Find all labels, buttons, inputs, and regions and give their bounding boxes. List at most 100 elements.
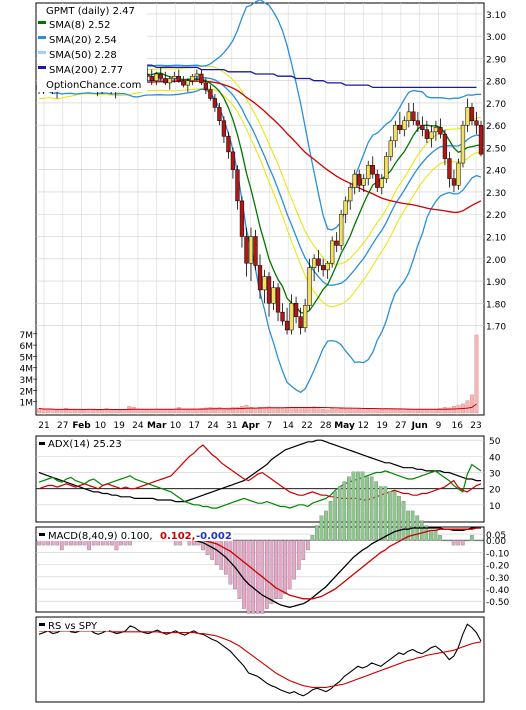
candle-body [298, 316, 303, 329]
volume-bar [379, 408, 384, 414]
volume-bar [59, 409, 64, 414]
candle-body [176, 75, 181, 81]
macd-histogram-bar [342, 481, 347, 541]
candle-body [194, 73, 200, 77]
lower-channel-line [39, 87, 482, 308]
volume-bar [226, 407, 231, 414]
volume-bar [64, 408, 69, 414]
volume-bar [199, 408, 204, 414]
macd-histogram-bar [388, 491, 392, 541]
volume-tick-label: 1M [20, 399, 34, 409]
legend-swatch-sma8 [38, 21, 46, 24]
candle-body [185, 80, 190, 86]
bollinger-lower-line [38, 88, 482, 394]
volume-bar [370, 409, 375, 414]
volume-tick-label: 6M [20, 342, 34, 352]
rs-panel [38, 623, 482, 697]
volume-bar [68, 409, 73, 414]
macd-tick-label: -0.30 [486, 574, 510, 584]
x-tick-label: 23 [470, 421, 481, 431]
volume-bar [208, 407, 213, 414]
volume-bar [411, 409, 416, 414]
price-tick-label: 2.30 [486, 189, 506, 199]
x-tick-label: 24 [207, 421, 219, 431]
volume-tick-label: 3M [20, 376, 34, 386]
x-tick-label: Mar [147, 421, 167, 431]
macd-title: MACD(8,40,9) 0.100, 0.102, -0.002 [37, 528, 233, 542]
candle-body [361, 178, 366, 186]
candle-body [284, 320, 290, 331]
candle-body [266, 276, 272, 304]
candle-body [415, 120, 421, 126]
macd-histogram-bar [337, 486, 342, 541]
macd-histogram-bar [438, 535, 442, 541]
candle-body [465, 107, 470, 126]
volume-bar [402, 408, 407, 414]
volume-bar [334, 408, 339, 414]
volume-bar [447, 407, 452, 414]
legend-sma200: SMA(200) 2.77 [49, 65, 123, 76]
volume-bar [248, 407, 253, 414]
volume-bar [104, 408, 109, 414]
volume-bar [375, 409, 380, 414]
price-tick-label: 2.20 [486, 211, 506, 221]
candle-body [271, 287, 276, 304]
upper-channel-line [38, 65, 482, 265]
volume-bar [303, 407, 308, 414]
macd-histogram-bar [479, 540, 483, 542]
x-tick-label: 27 [57, 421, 68, 431]
macd-histogram-bar [419, 520, 424, 541]
x-tick-label: May [334, 421, 355, 431]
volume-bar [406, 409, 411, 414]
volume-bar [122, 409, 127, 414]
adx-title-swatch [39, 442, 45, 445]
legend-swatch-sma50 [38, 51, 46, 54]
volume-bar [348, 408, 353, 414]
legend: GPMT (daily) 2.47 SMA(8) 2.52 SMA(20) 2.… [37, 4, 147, 92]
macd-histogram-bar [269, 540, 274, 604]
volume-bar [253, 407, 258, 414]
rs-panel-frame [35, 616, 485, 703]
macd-histogram-value: -0.002 [196, 531, 232, 542]
candle-body [302, 305, 308, 329]
x-tick-label: 10 [170, 421, 182, 431]
price-tick-label: 2.00 [486, 256, 506, 266]
x-tick-label: 22 [301, 421, 312, 431]
macd-histogram-bar [474, 540, 479, 542]
volume-bar [100, 409, 105, 414]
volume-bar [37, 408, 42, 414]
candle-body [442, 133, 448, 159]
macd-histogram-bar [451, 540, 456, 546]
candle-body [208, 89, 213, 99]
rs-title-swatch [39, 623, 45, 626]
macd-histogram-bar [374, 481, 379, 541]
volume-bar [357, 408, 362, 414]
x-tick-label: 24 [132, 421, 144, 431]
volume-bar [167, 409, 172, 414]
legend-sma20: SMA(20) 2.54 [49, 35, 117, 46]
macd-histogram-bar [442, 540, 447, 542]
volume-bar [433, 409, 438, 414]
price-tick-label: 1.80 [486, 300, 506, 310]
volume-bar [41, 409, 46, 414]
volume-bar [474, 334, 479, 414]
macd-histogram-bar [292, 540, 297, 580]
candle-body [393, 124, 398, 142]
volume-bar [343, 408, 348, 414]
volume-bar [113, 409, 118, 414]
candle-body [429, 131, 434, 139]
macd-histogram-bar [424, 525, 429, 541]
legend-background [37, 4, 147, 92]
volume-bar [55, 409, 60, 414]
x-tick-label: 21 [38, 421, 49, 431]
volume-bar [176, 407, 181, 414]
chart-title: GPMT (daily) 2.47 [46, 6, 135, 17]
candle-body [370, 165, 375, 175]
candle-body [352, 173, 357, 188]
volume-bar [280, 408, 285, 414]
candle-body [172, 75, 177, 79]
volume-bar [285, 407, 290, 414]
adx-panel-frame [35, 435, 485, 523]
watermark: OptionChance.com [46, 80, 141, 91]
